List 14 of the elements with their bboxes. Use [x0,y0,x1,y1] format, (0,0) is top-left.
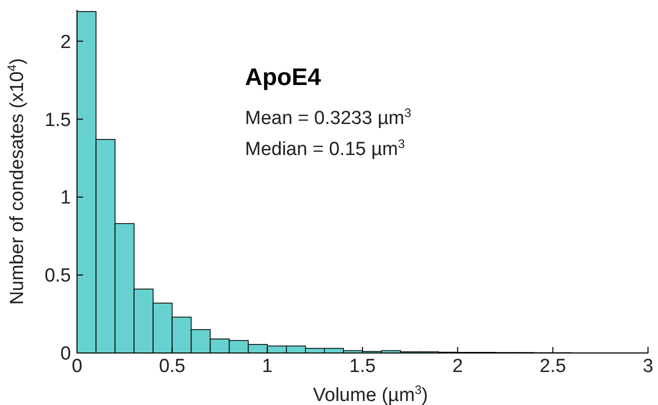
x-tick-label: 3 [642,356,654,377]
x-axis-title: Volume (µm$^{3}$) [313,383,428,405]
text: ApoE4 [245,64,322,91]
x-tick-label: 2 [452,356,463,377]
x-tick-label: 1 [262,356,273,377]
y-tick-label: 0.5 [44,266,71,287]
x-tick-label: 2.5 [540,356,566,377]
y-tick-label: 1 [60,188,71,209]
annotation: Median = 0.15 µm$^{3}$ [245,137,406,160]
x-tick-label: 0.5 [158,356,186,377]
y-tick-label: 1.5 [44,110,71,131]
annotation: Mean = 0.3233 µm$^{3}$ [245,106,412,129]
y-tick-label: 2 [60,32,71,53]
x-tick-label: 1.5 [349,356,376,377]
